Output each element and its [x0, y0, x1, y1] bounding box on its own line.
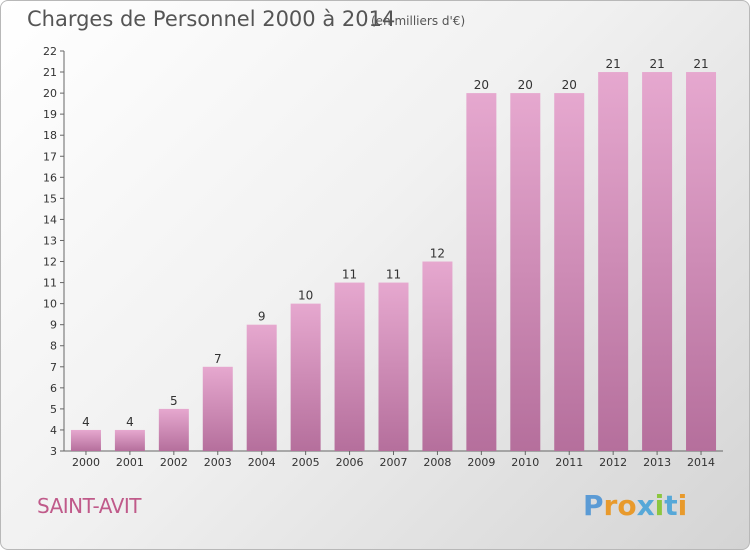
bar: [70, 429, 101, 451]
bar: [642, 72, 673, 451]
y-tick-label: 7: [50, 361, 57, 374]
commune-name: SAINT-AVIT: [37, 494, 141, 518]
x-tick-label: 2004: [248, 456, 276, 469]
bar: [246, 324, 277, 451]
bar: [202, 366, 233, 451]
y-tick-label: 9: [50, 319, 57, 332]
bar-value-label: 7: [214, 352, 222, 366]
bar-value-label: 10: [298, 289, 313, 303]
bar: [114, 429, 145, 451]
x-tick-label: 2012: [599, 456, 627, 469]
bar-value-label: 21: [606, 57, 621, 71]
chart-subtitle: (en milliers d'€): [371, 14, 466, 28]
y-tick-label: 20: [43, 87, 57, 100]
y-tick-label: 12: [43, 256, 57, 269]
y-tick-label: 3: [50, 445, 57, 458]
bar: [686, 72, 717, 451]
proxiti-logo: Proxiti: [583, 489, 687, 522]
bar-value-label: 11: [386, 268, 401, 282]
y-tick-label: 6: [50, 382, 57, 395]
logo-letter: i: [677, 489, 688, 522]
x-tick-label: 2000: [72, 456, 100, 469]
bar: [510, 93, 541, 452]
bar-value-label: 11: [342, 268, 357, 282]
x-tick-label: 2013: [643, 456, 671, 469]
bar-value-label: 20: [474, 78, 489, 92]
x-tick-label: 2008: [423, 456, 451, 469]
x-tick-label: 2001: [116, 456, 144, 469]
bar-value-label: 20: [518, 78, 533, 92]
bar: [598, 72, 629, 451]
x-tick-label: 2011: [555, 456, 583, 469]
y-tick-label: 8: [50, 340, 57, 353]
x-tick-label: 2009: [467, 456, 495, 469]
bar-value-label: 4: [82, 415, 90, 429]
y-tick-label: 16: [43, 171, 57, 184]
bar: [290, 303, 321, 451]
y-tick-label: 22: [43, 45, 57, 58]
bar-value-label: 21: [693, 57, 708, 71]
y-tick-label: 18: [43, 129, 57, 142]
y-tick-label: 13: [43, 234, 57, 247]
bar-value-label: 21: [649, 57, 664, 71]
logo-letter: P: [583, 489, 604, 522]
x-tick-label: 2002: [160, 456, 188, 469]
y-tick-label: 15: [43, 192, 57, 205]
logo-letter: t: [664, 489, 678, 522]
logo-letter: r: [603, 489, 618, 522]
y-tick-label: 11: [43, 277, 57, 290]
bar-value-label: 5: [170, 394, 178, 408]
x-tick-label: 2006: [336, 456, 364, 469]
y-tick-label: 21: [43, 66, 57, 79]
bar: [378, 282, 409, 451]
y-tick-label: 19: [43, 108, 57, 121]
bar: [466, 93, 497, 452]
logo-letter: i: [654, 489, 665, 522]
x-tick-label: 2014: [687, 456, 715, 469]
bar: [158, 408, 189, 451]
bar: [554, 93, 585, 452]
plot-area: 3 4 5 6 7 8 9 10 11 12 13 14 15 16 17 18 19 20 21 22 4 2000 4 2…: [43, 45, 723, 469]
x-tick-label: 2007: [380, 456, 408, 469]
bar: [334, 282, 365, 451]
x-tick-label: 2010: [511, 456, 539, 469]
bar-value-label: 20: [562, 78, 577, 92]
logo-letter: o: [617, 489, 637, 522]
y-tick-label: 17: [43, 150, 57, 163]
y-tick-label: 4: [50, 424, 57, 437]
x-tick-label: 2005: [292, 456, 320, 469]
x-tick-label: 2003: [204, 456, 232, 469]
y-tick-label: 14: [43, 213, 57, 226]
bar-value-label: 4: [126, 415, 134, 429]
chart-title: Charges de Personnel 2000 à 2014: [27, 7, 396, 31]
bar-value-label: 9: [258, 310, 266, 324]
logo-letter: x: [636, 489, 655, 522]
bar-value-label: 12: [430, 247, 445, 261]
y-tick-label: 10: [43, 298, 57, 311]
bar: [422, 261, 453, 451]
y-tick-label: 5: [50, 403, 57, 416]
